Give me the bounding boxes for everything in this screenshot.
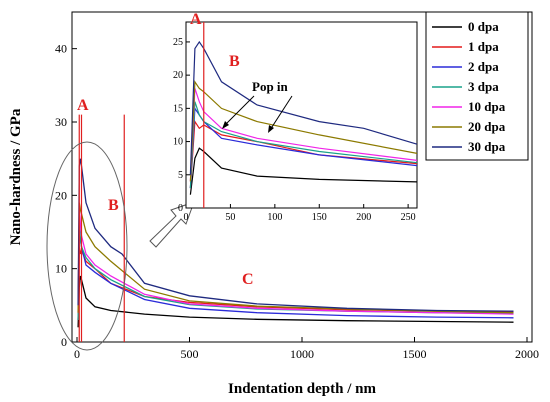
zoom-arrow bbox=[149, 201, 195, 248]
legend-label-30-dpa: 30 dpa bbox=[468, 139, 506, 154]
y-tick-label: 0 bbox=[61, 335, 67, 349]
inset-y-tick-label: 5 bbox=[178, 170, 183, 181]
main-region-markers bbox=[78, 114, 125, 342]
legend-label-0-dpa: 0 dpa bbox=[468, 19, 499, 34]
inset-x-tick-label: 0 bbox=[184, 212, 189, 223]
x-tick-label: 500 bbox=[181, 347, 199, 361]
y-tick-label: 20 bbox=[55, 188, 67, 202]
legend: 0 dpa 1 dpa 2 dpa 3 dpa 10 dpa 20 dpa 30 dpa bbox=[432, 19, 506, 154]
inset-region-label-a: A bbox=[190, 11, 202, 28]
main-y-ticks: 0 10 20 30 40 bbox=[55, 42, 77, 349]
inset-series-line-2-dpa bbox=[189, 106, 418, 189]
inset-x-tick-label: 150 bbox=[312, 212, 327, 223]
series-line-10-dpa bbox=[77, 209, 514, 315]
inset-series-line-10-dpa bbox=[189, 88, 418, 182]
inset-series-line-20-dpa bbox=[189, 79, 418, 182]
inset-y-tick-label: 25 bbox=[173, 37, 183, 48]
inset-x-tick-label: 250 bbox=[401, 212, 416, 223]
y-tick-label: 40 bbox=[55, 42, 67, 56]
legend-box bbox=[425, 11, 529, 161]
inset-plot-frame bbox=[185, 21, 418, 209]
inset-y-tick-label: 0 bbox=[178, 203, 183, 214]
series-line-20-dpa bbox=[77, 202, 514, 314]
legend-label-20-dpa: 20 dpa bbox=[468, 119, 506, 134]
y-tick-label: 10 bbox=[55, 262, 67, 276]
y-axis-label: Nano-hardness / GPa bbox=[8, 108, 24, 245]
highlight-ellipse bbox=[46, 141, 128, 351]
inset-series-line-30-dpa bbox=[189, 40, 418, 175]
legend-label-3-dpa: 3 dpa bbox=[468, 79, 499, 94]
region-label-a: A bbox=[77, 97, 89, 114]
region-label-c: C bbox=[242, 271, 254, 288]
inset-series-line-3-dpa bbox=[189, 101, 418, 189]
region-label-b: B bbox=[108, 197, 119, 214]
x-tick-label: 1000 bbox=[290, 347, 314, 361]
main-x-ticks: 0 500 1000 1500 2000 bbox=[74, 337, 539, 361]
x-tick-label: 1500 bbox=[403, 347, 427, 361]
inset-y-tick-label: 20 bbox=[173, 70, 183, 81]
inset-x-tick-label: 200 bbox=[356, 212, 371, 223]
x-tick-label: 0 bbox=[74, 347, 80, 361]
inset-y-tick-label: 15 bbox=[173, 103, 183, 114]
inset-y-tick-label: 10 bbox=[173, 137, 183, 148]
series-line-0-dpa bbox=[77, 275, 514, 328]
inset-y-ticks: 0 5 10 15 20 25 bbox=[173, 37, 190, 214]
inset-series-line-0-dpa bbox=[189, 147, 418, 195]
inset-x-ticks: 0 50 100 150 200 250 bbox=[184, 204, 416, 223]
pop-in-annotation: Pop in bbox=[252, 79, 289, 94]
x-axis-label: Indentation depth / nm bbox=[228, 381, 376, 397]
series-line-30-dpa bbox=[77, 158, 514, 312]
inset-series-group bbox=[189, 40, 418, 195]
legend-label-10-dpa: 10 dpa bbox=[468, 99, 506, 114]
legend-label-2-dpa: 2 dpa bbox=[468, 59, 499, 74]
y-tick-label: 30 bbox=[55, 115, 67, 129]
inset-x-tick-label: 50 bbox=[225, 212, 235, 223]
inset-x-tick-label: 100 bbox=[267, 212, 282, 223]
legend-label-1-dpa: 1 dpa bbox=[468, 39, 499, 54]
x-tick-label: 2000 bbox=[515, 347, 539, 361]
inset-region-label-b: B bbox=[229, 53, 240, 70]
pop-in-arrows bbox=[222, 95, 293, 133]
main-series-group bbox=[77, 158, 514, 328]
